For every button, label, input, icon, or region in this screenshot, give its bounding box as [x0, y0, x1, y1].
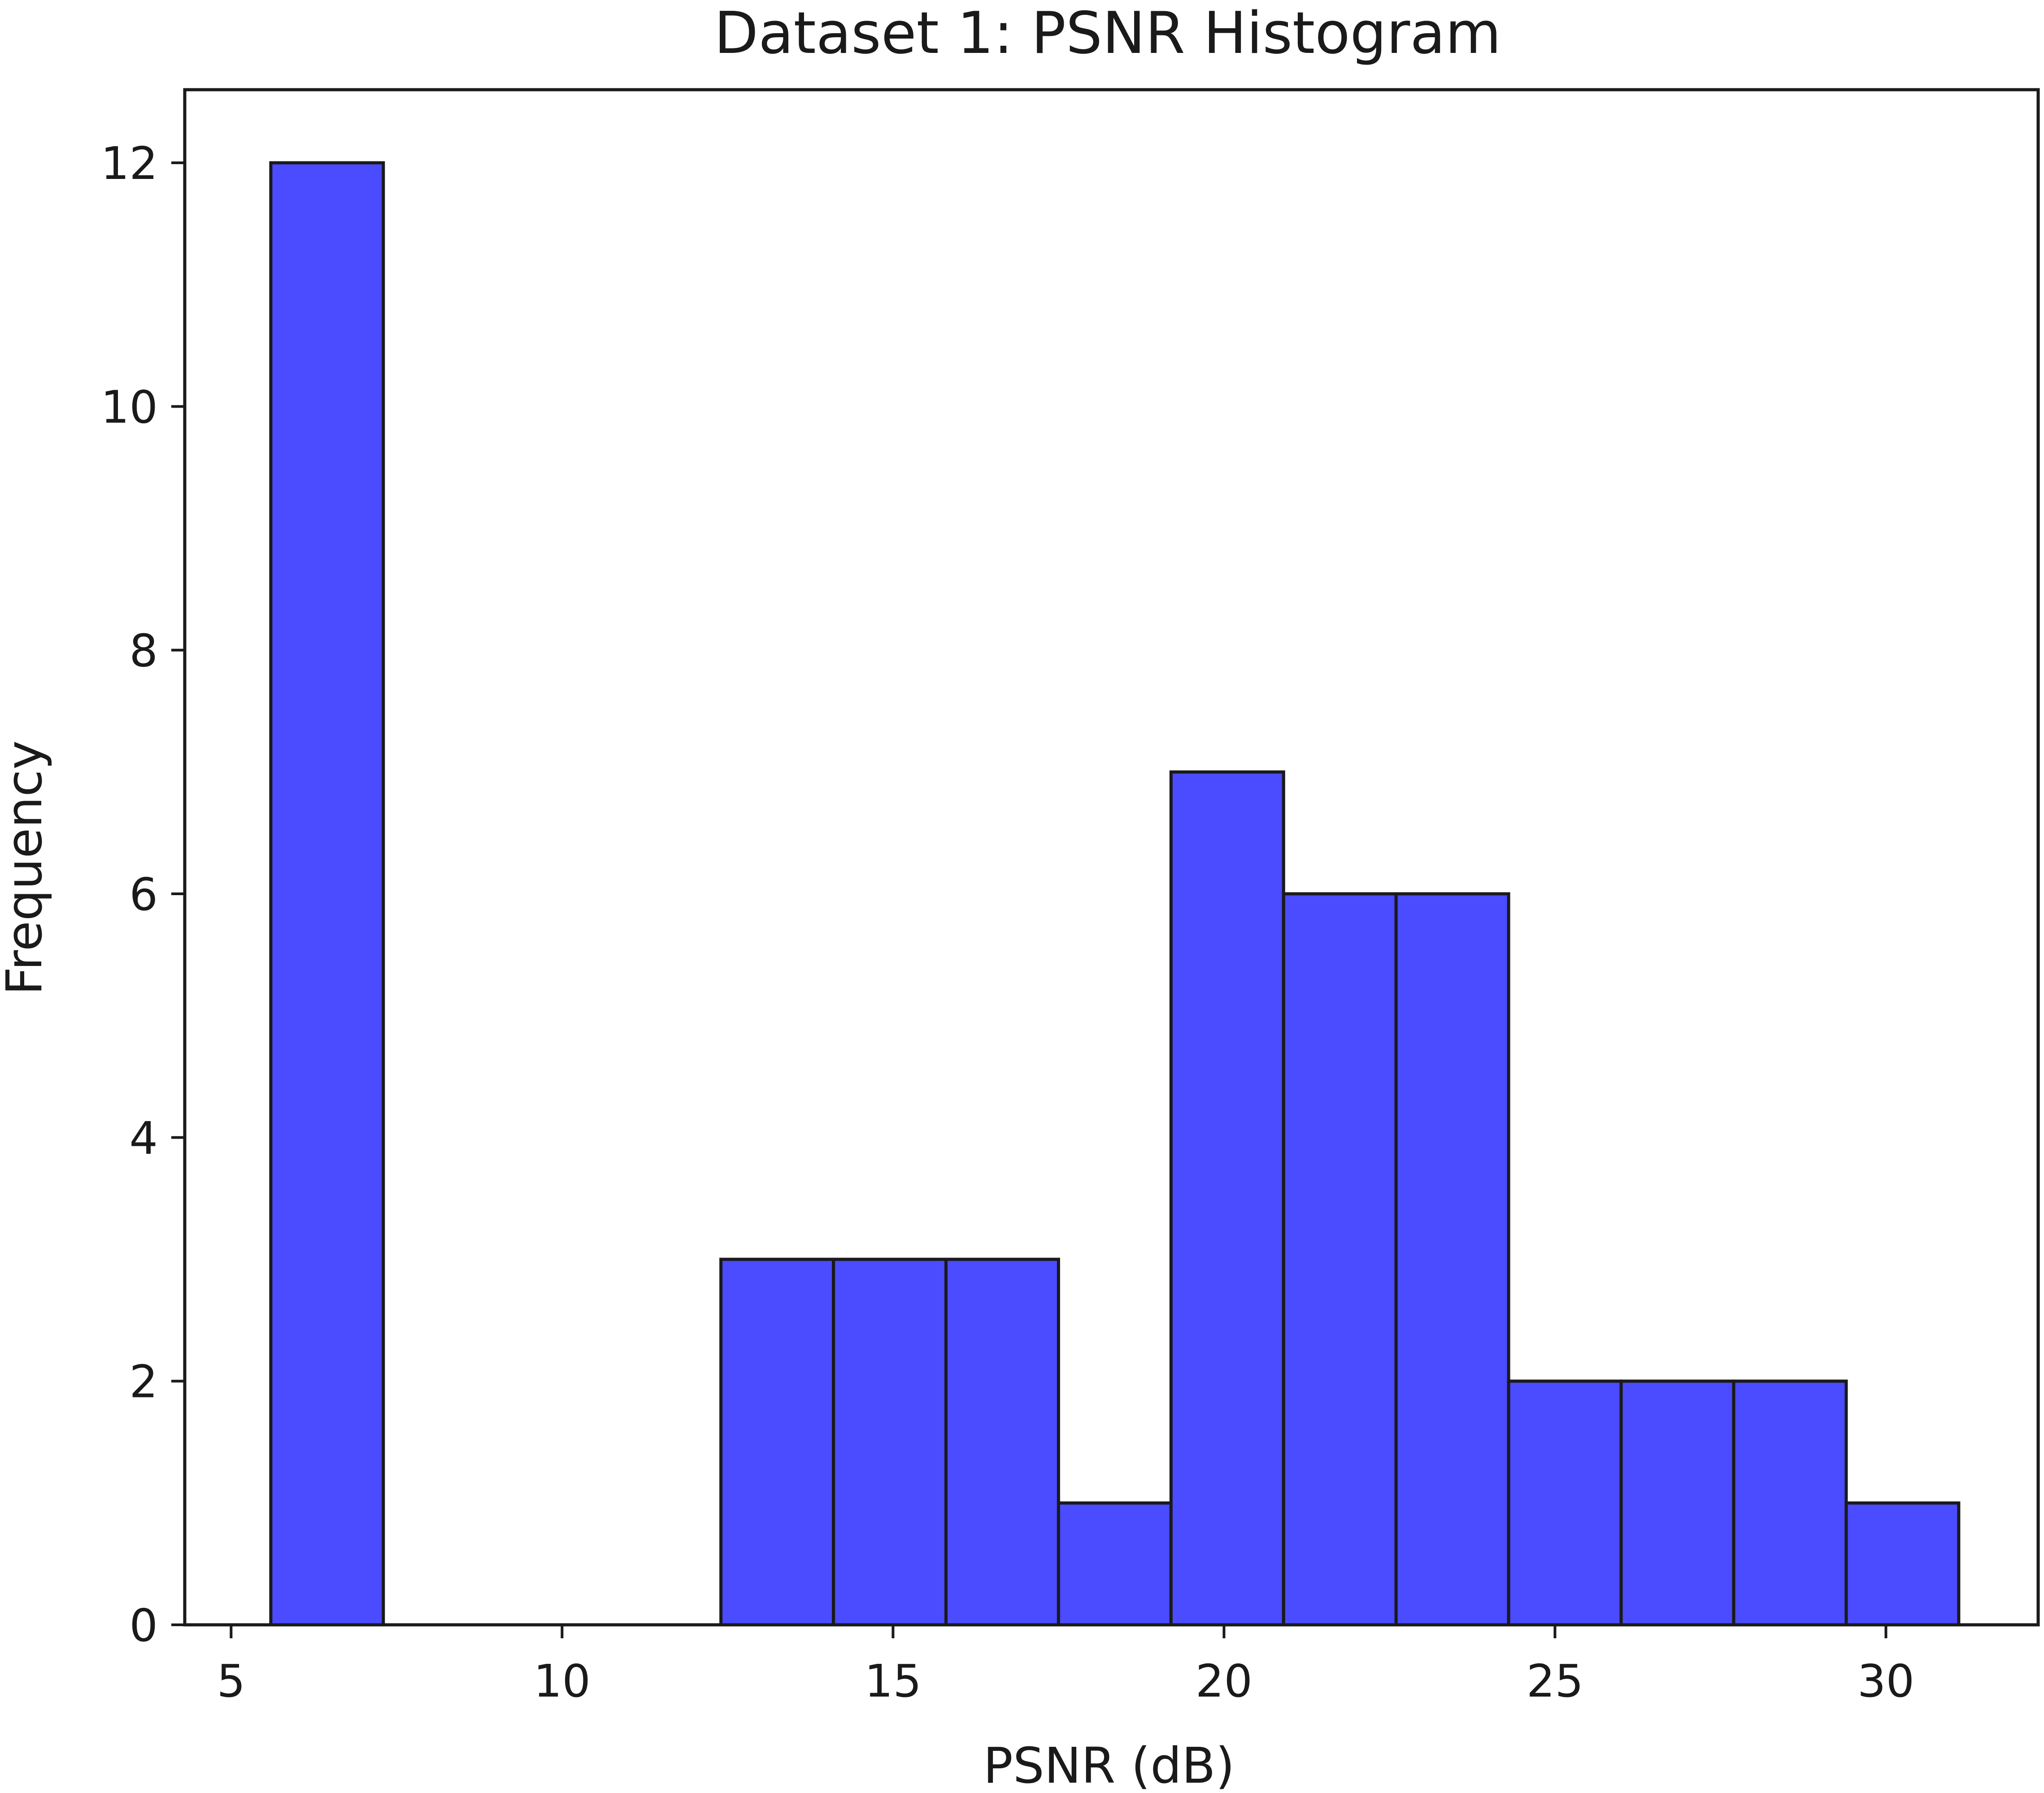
y-axis-label: Frequency: [0, 740, 53, 995]
histogram-bar-14: [1844, 1501, 1961, 1627]
bars-group: [269, 161, 1961, 1627]
histogram-bar-0: [269, 161, 385, 1627]
histogram-bar-4: [719, 1258, 835, 1627]
x-tick-label-2: 15: [865, 1655, 922, 1707]
histogram-bar-7: [1057, 1501, 1173, 1627]
x-tick-label-3: 20: [1196, 1655, 1252, 1707]
y-tick-label-3: 6: [129, 868, 158, 921]
histogram-bar-11: [1507, 1380, 1623, 1627]
y-tick-label-6: 12: [101, 137, 158, 190]
histogram-bar-12: [1619, 1380, 1735, 1627]
x-tick-label-1: 10: [534, 1655, 591, 1707]
y-tick-label-1: 2: [129, 1356, 158, 1408]
y-tick-label-2: 4: [129, 1112, 158, 1164]
x-axis-ticks: 5 10 15 20 25 30: [217, 1625, 1914, 1707]
x-tick-label-5: 30: [1857, 1655, 1914, 1707]
chart-title: Dataset 1: PSNR Histogram: [714, 0, 1501, 67]
x-axis-label: PSNR (dB): [983, 1737, 1235, 1793]
histogram-bar-6: [944, 1258, 1060, 1627]
x-tick-label-0: 5: [217, 1655, 246, 1707]
histogram-bar-13: [1732, 1380, 1848, 1627]
y-axis-ticks: 0 2 4 6 8 10 12: [101, 137, 185, 1652]
y-tick-label-5: 10: [101, 381, 158, 433]
histogram-bar-8: [1169, 770, 1285, 1627]
histogram-bar-9: [1282, 892, 1398, 1627]
histogram-bar-5: [832, 1258, 948, 1627]
y-tick-label-0: 0: [129, 1599, 158, 1652]
plot-area-frame: [183, 88, 2040, 1627]
x-tick-label-4: 25: [1526, 1655, 1583, 1707]
histogram-bar-10: [1394, 892, 1510, 1627]
y-tick-label-4: 8: [129, 625, 158, 677]
